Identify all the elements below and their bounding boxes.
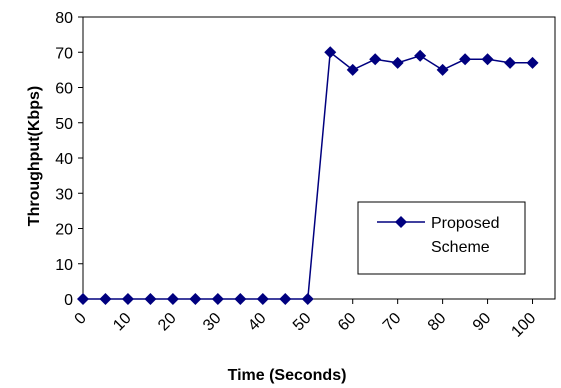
data-point-marker (391, 56, 404, 69)
x-tick-label: 90 (470, 310, 495, 335)
data-point-marker (144, 293, 157, 305)
x-tick-label: 10 (110, 310, 135, 335)
y-axis-title: Throughput(Kbps) (26, 86, 43, 226)
data-point-marker (459, 53, 472, 66)
x-tick-label: 0 (72, 310, 90, 328)
y-tick-label: 70 (55, 45, 73, 62)
data-point-marker (436, 63, 449, 76)
x-tick-label: 100 (508, 310, 539, 341)
data-point-marker (369, 53, 382, 66)
data-point-marker (256, 293, 269, 305)
legend-box (357, 201, 526, 275)
legend-label-line1: Proposed (431, 215, 500, 232)
data-point-marker (504, 56, 517, 69)
y-tick-label: 0 (64, 292, 73, 309)
y-tick-label: 30 (55, 186, 73, 203)
data-point-marker (121, 293, 134, 305)
legend-label-line2: Scheme (431, 239, 490, 256)
data-point-marker (189, 293, 202, 305)
data-point-marker (324, 46, 337, 59)
y-tick-label: 60 (55, 81, 73, 98)
data-point-marker (279, 293, 292, 305)
data-point-marker (414, 49, 427, 62)
x-tick-label: 30 (200, 310, 225, 335)
data-point-marker (234, 293, 247, 305)
x-tick-label: 50 (290, 310, 315, 335)
data-point-marker (77, 293, 89, 305)
series-layer (77, 46, 539, 305)
y-tick-label: 10 (55, 257, 73, 274)
data-point-marker (481, 53, 494, 66)
data-point-marker (99, 293, 112, 305)
y-tick-label: 20 (55, 222, 73, 239)
x-tick-label: 80 (425, 310, 450, 335)
legend-marker-diamond (395, 216, 407, 228)
x-tick-label: 70 (380, 310, 405, 335)
x-tick-label: 40 (245, 310, 270, 335)
data-point-marker (211, 293, 224, 305)
x-tick-label: 20 (155, 310, 180, 335)
data-point-marker (301, 293, 314, 305)
data-point-marker (166, 293, 179, 305)
x-tick-label: 60 (335, 310, 360, 335)
data-point-marker (526, 56, 539, 69)
legend: Proposed Scheme (357, 201, 526, 275)
y-tick-label: 40 (55, 151, 73, 168)
y-tick-label: 50 (55, 116, 73, 133)
x-axis-title: Time (Seconds) (228, 367, 347, 384)
data-point-marker (346, 63, 359, 76)
y-tick-label: 80 (55, 10, 73, 27)
